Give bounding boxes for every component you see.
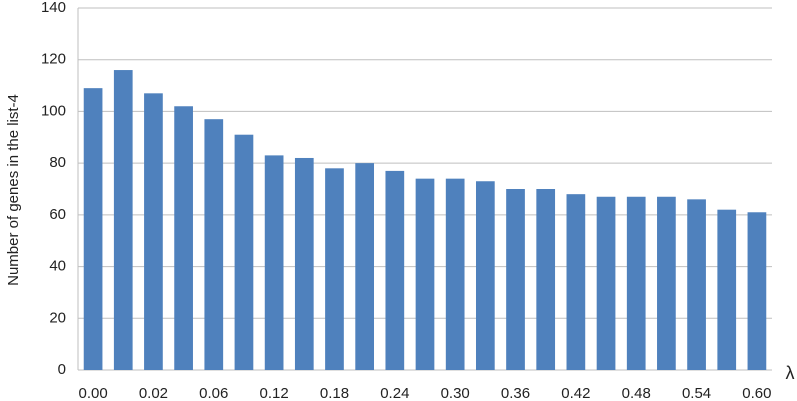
y-tick-label: 40 xyxy=(49,258,66,275)
bar xyxy=(234,134,254,370)
x-axis-label: λ xyxy=(786,363,795,383)
bar xyxy=(747,212,767,370)
x-tick-label: 0.00 xyxy=(78,385,107,401)
bar xyxy=(113,70,133,371)
bar xyxy=(566,194,586,370)
y-tick-label: 140 xyxy=(41,0,66,16)
x-tick-label: 0.06 xyxy=(199,385,228,401)
bar xyxy=(204,119,224,370)
x-tick-label: 0.18 xyxy=(320,385,349,401)
x-tick-label: 0.36 xyxy=(501,385,530,401)
bar xyxy=(294,157,314,370)
y-tick-label: 120 xyxy=(41,51,66,68)
bar xyxy=(355,163,375,370)
bar xyxy=(657,196,676,370)
y-tick-label: 20 xyxy=(49,309,66,326)
bar xyxy=(506,189,525,370)
x-tick-label: 0.54 xyxy=(682,385,711,401)
bar xyxy=(536,189,556,370)
bar xyxy=(325,168,344,370)
bar xyxy=(626,196,646,370)
bar xyxy=(475,181,495,370)
bar xyxy=(385,170,405,370)
bar xyxy=(264,155,284,370)
x-tick-label: 0.48 xyxy=(622,385,651,401)
y-tick-label: 0 xyxy=(58,361,66,378)
x-tick-label: 0.60 xyxy=(742,385,771,401)
bar xyxy=(596,196,616,370)
bar xyxy=(144,93,163,370)
bar xyxy=(415,178,435,370)
x-tick-label: 0.12 xyxy=(260,385,289,401)
x-tick-label: 0.02 xyxy=(139,385,168,401)
bar xyxy=(445,178,465,370)
y-tick-label: 100 xyxy=(41,102,66,119)
x-tick-label: 0.30 xyxy=(441,385,470,401)
x-tick-label: 0.42 xyxy=(561,385,590,401)
y-tick-label: 60 xyxy=(49,206,66,223)
x-tick-label: 0.24 xyxy=(380,385,409,401)
bar xyxy=(83,88,103,371)
y-tick-label: 80 xyxy=(49,154,66,171)
bar xyxy=(717,209,737,370)
bar xyxy=(174,106,193,370)
y-axis-label: Number of genes in the list-4 xyxy=(5,94,22,286)
bar xyxy=(687,199,706,370)
